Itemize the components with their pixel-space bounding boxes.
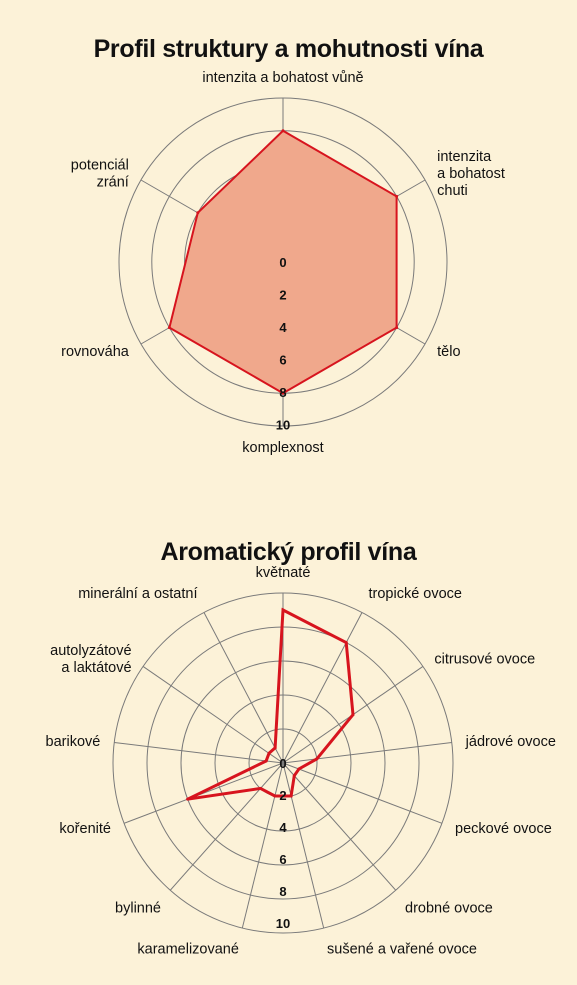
grid xyxy=(112,592,454,934)
data-point xyxy=(281,608,285,612)
tick-label: 10 xyxy=(276,418,290,433)
data-point xyxy=(196,211,200,215)
axis-label: peckové ovoce xyxy=(455,821,552,837)
axis-label: jádrové ovoce xyxy=(465,734,556,750)
data-series-polygon xyxy=(186,607,355,801)
axis-label: karamelizované xyxy=(137,942,239,958)
axis-spoke xyxy=(282,612,363,764)
data-point xyxy=(258,786,262,790)
axis-label: drobné ovoce xyxy=(405,901,493,917)
axis-spoke xyxy=(282,742,452,764)
axis-label: minerální a ostatní xyxy=(78,586,197,602)
axis-label: květnaté xyxy=(256,565,311,581)
axis-spoke xyxy=(282,762,397,891)
tick-label: 8 xyxy=(279,884,286,899)
data-point xyxy=(273,794,277,798)
chart-title-structure: Profil struktury a mohutnosti vína xyxy=(93,35,484,63)
axis-spoke xyxy=(169,762,284,891)
axis-label: kořenité xyxy=(59,821,111,837)
tick-label: 6 xyxy=(279,353,286,368)
data-point xyxy=(273,746,277,750)
axis-label: potenciál zrání xyxy=(71,158,129,191)
data-point xyxy=(167,326,171,330)
axis-label: tělo xyxy=(437,344,460,360)
axis-label: citrusové ovoce xyxy=(434,651,535,667)
data-point xyxy=(264,759,268,763)
axis-label: rovnováha xyxy=(61,344,130,360)
tick-label: 6 xyxy=(279,852,286,867)
axis-spoke xyxy=(123,762,284,824)
axis-label: barikové xyxy=(46,734,101,750)
axis-label: tropické ovoce xyxy=(369,586,463,602)
data-point xyxy=(395,326,399,330)
axis-label: komplexnost xyxy=(242,440,323,456)
axis-spoke xyxy=(282,762,443,824)
axis-label: autolyzátové a laktátové xyxy=(50,643,131,676)
axis-label: sušené a vařené ovoce xyxy=(327,942,477,958)
tick-label: 4 xyxy=(279,820,287,835)
data-point xyxy=(186,797,190,801)
data-point xyxy=(292,774,296,778)
tick-label: 8 xyxy=(279,385,286,400)
tick-label: 0 xyxy=(279,255,286,270)
tick-label: 4 xyxy=(279,320,287,335)
chart-title-aroma: Aromatický profil vína xyxy=(160,538,417,566)
data-point xyxy=(289,794,293,798)
data-point xyxy=(344,641,348,645)
tick-label: 2 xyxy=(279,788,286,803)
data-point xyxy=(281,129,285,133)
data-point xyxy=(297,767,301,771)
axis-spoke xyxy=(203,612,284,764)
axis-label: bylinné xyxy=(115,901,161,917)
axis-label: intenzita a bohatost chuti xyxy=(437,149,505,199)
tick-label: 2 xyxy=(279,288,286,303)
data-point xyxy=(281,391,285,395)
radar-chart-structure: 0 2 4 6 8 10 intenzita a bohatost vůně intenzit… xyxy=(61,70,505,456)
axis-spoke xyxy=(142,666,284,764)
axis-spoke xyxy=(241,762,284,929)
axis-label: intenzita a bohatost vůně xyxy=(202,70,363,86)
data-point xyxy=(395,194,399,198)
axis-spoke xyxy=(282,762,325,929)
tick-label: 0 xyxy=(279,756,286,771)
data-point xyxy=(351,713,355,717)
data-point xyxy=(267,751,271,755)
tick-label: 10 xyxy=(276,916,290,931)
data-point xyxy=(315,757,319,761)
axis-spoke xyxy=(114,742,284,764)
